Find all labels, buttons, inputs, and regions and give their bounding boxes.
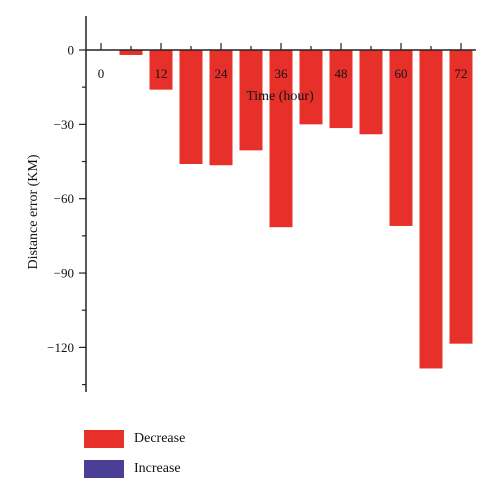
bar-decrease-60 xyxy=(389,50,413,226)
legend-swatch-decrease xyxy=(84,430,124,448)
x-tick-label-12: 12 xyxy=(155,66,168,81)
bar-decrease-36 xyxy=(269,50,293,228)
bar-decrease-48 xyxy=(329,50,353,129)
legend-item-decrease: Decrease xyxy=(84,428,185,450)
legend-label-decrease: Decrease xyxy=(134,431,186,446)
bar-decrease-30 xyxy=(239,50,263,151)
legend-swatch-increase xyxy=(84,460,124,478)
x-tick-label-36: 36 xyxy=(275,66,289,81)
x-axis-title: Time (hour) xyxy=(246,89,314,104)
bar-decrease-24 xyxy=(209,50,233,166)
bar-decrease-12 xyxy=(149,50,173,90)
bar-decrease-6 xyxy=(119,50,143,55)
legend-item-increase: Increase xyxy=(84,458,185,480)
legend: Decrease Increase xyxy=(84,428,185,488)
x-tick-label-0: 0 xyxy=(98,66,105,81)
legend-label-increase: Increase xyxy=(134,461,181,476)
y-tick-label-120: −120 xyxy=(47,340,74,355)
y-tick-label-60: −60 xyxy=(54,191,74,206)
bar-decrease-72 xyxy=(449,50,473,344)
y-tick-label-90: −90 xyxy=(54,266,74,281)
bar-decrease-66 xyxy=(419,50,443,369)
bar-decrease-42 xyxy=(299,50,323,125)
tick-labels: 0 12 24 36 48 60 72 0 −30 −60 −90 −120 xyxy=(47,43,467,355)
bar-series xyxy=(119,50,473,369)
y-tick-label-30: −30 xyxy=(54,117,74,132)
x-tick-label-24: 24 xyxy=(215,66,229,81)
x-tick-label-48: 48 xyxy=(335,66,348,81)
x-tick-label-60: 60 xyxy=(395,66,408,81)
y-tick-label-0: 0 xyxy=(68,43,75,58)
x-tick-label-72: 72 xyxy=(455,66,468,81)
y-axis-title: Distance error (KM) xyxy=(26,154,41,269)
axes xyxy=(79,16,476,392)
bar-decrease-54 xyxy=(359,50,383,135)
bar-decrease-18 xyxy=(179,50,203,164)
